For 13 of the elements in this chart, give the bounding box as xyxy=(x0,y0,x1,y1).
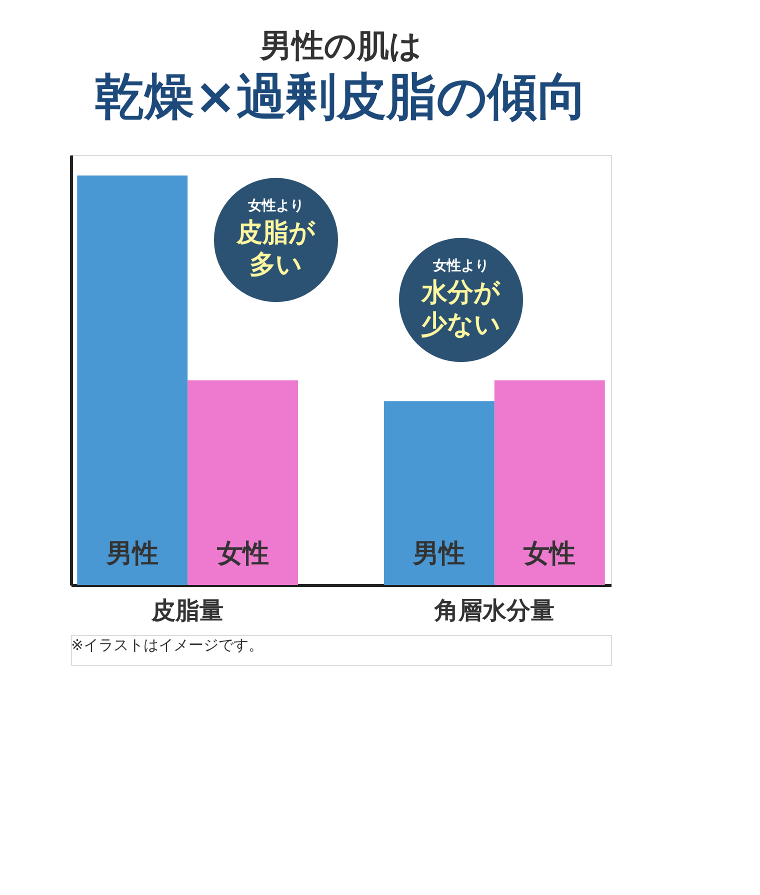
chart-title: 男性の肌は xyxy=(259,26,422,64)
annotation: 女性より xyxy=(432,258,489,274)
x-tick-label: 皮脂量 xyxy=(150,596,224,624)
series-label: 女性 xyxy=(216,539,269,569)
series-label: 男性 xyxy=(105,539,158,569)
text: 男性 xyxy=(413,539,466,569)
text: 女性 xyxy=(524,539,576,569)
chart-subtitle: 乾燥×過剰皮脂の傾向 xyxy=(94,68,588,126)
annotation: 皮脂が多い xyxy=(236,218,316,280)
text: ※イラストはイメージです。 xyxy=(71,636,264,654)
x-tick-label: 角層水分量 xyxy=(433,596,554,624)
annotation: 水分が少ない xyxy=(420,278,502,340)
annotation: 女性より xyxy=(247,198,304,214)
